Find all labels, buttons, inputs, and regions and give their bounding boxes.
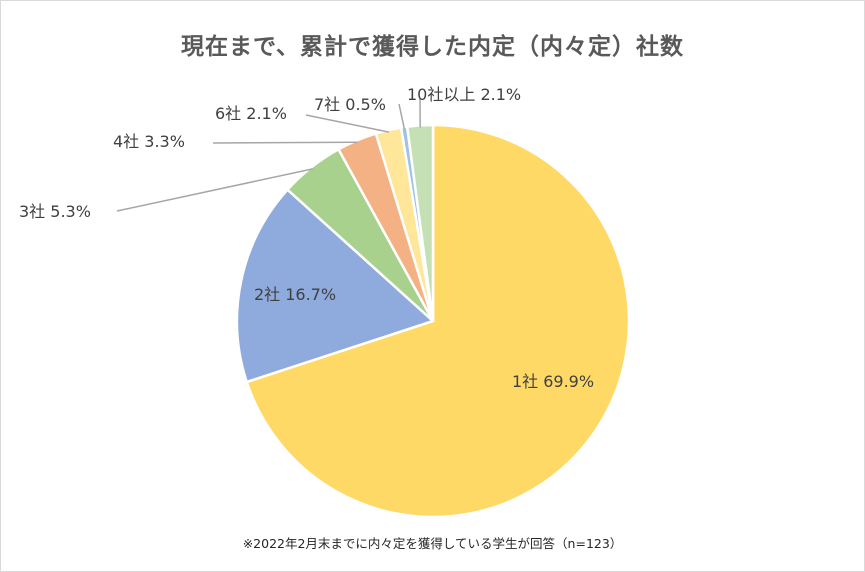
pie-slice-1 <box>245 123 631 519</box>
leader-line-5 <box>305 114 390 133</box>
slice-label-4: 4社 3.3% <box>113 132 185 151</box>
leader-line-4 <box>212 141 358 144</box>
slice-label-2: 2社 16.7% <box>254 285 336 304</box>
slice-label-1: 1社 69.9% <box>512 372 594 391</box>
slice-label-7: 10社以上 2.1% <box>407 85 521 104</box>
pie-slice-2 <box>235 188 435 384</box>
leader-line-3 <box>116 168 313 212</box>
slice-label-6: 7社 0.5% <box>314 95 386 114</box>
leader-line-6 <box>398 103 406 130</box>
chart-title: 現在まで、累計で獲得した内定（内々定）社数 <box>180 34 685 60</box>
slice-label-3: 3社 5.3% <box>19 202 91 221</box>
slice-label-5: 6社 2.1% <box>215 104 287 123</box>
chart-footnote: ※2022年2月末までに内々定を獲得している学生が回答（n=123） <box>242 536 623 551</box>
